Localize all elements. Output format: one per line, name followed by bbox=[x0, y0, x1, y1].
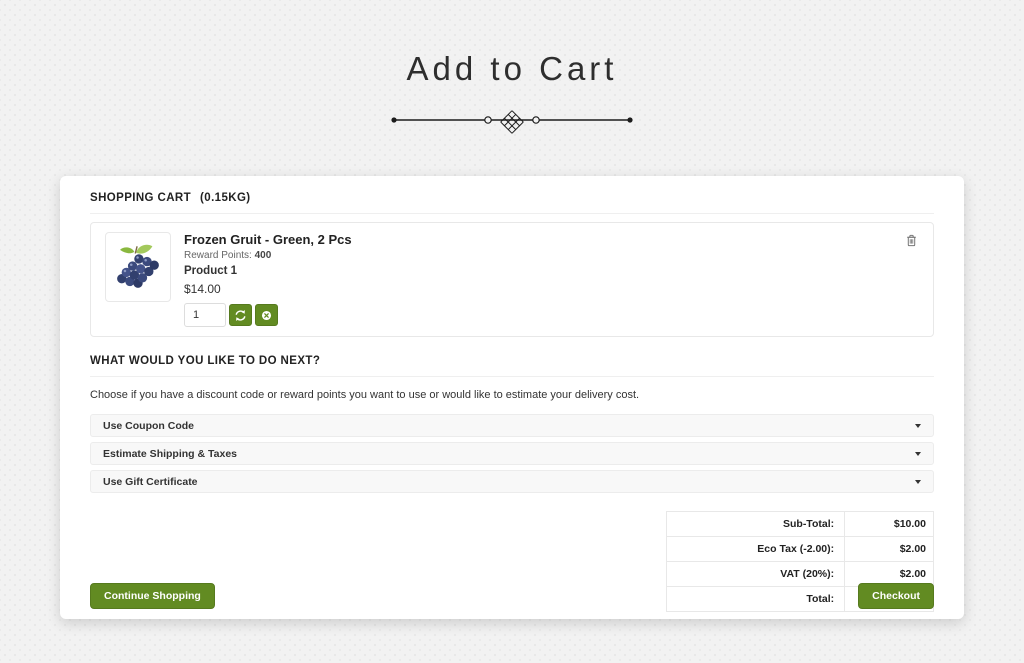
accordion-use-coupon-code[interactable]: Use Coupon Code bbox=[90, 414, 934, 437]
table-row: Sub-Total: $10.00 bbox=[665, 511, 934, 537]
continue-shopping-button[interactable]: Continue Shopping bbox=[90, 583, 215, 609]
cart-header: SHOPPING CART (0.15KG) bbox=[90, 192, 934, 214]
circle-x-icon bbox=[261, 310, 272, 320]
chevron-down-icon bbox=[915, 423, 921, 428]
delete-row-button[interactable] bbox=[904, 232, 919, 252]
accordion-estimate-shipping[interactable]: Estimate Shipping & Taxes bbox=[90, 442, 934, 465]
footer-actions: Continue Shopping Checkout bbox=[90, 583, 934, 609]
accordion-label: Estimate Shipping & Taxes bbox=[103, 447, 238, 460]
chevron-down-icon bbox=[915, 451, 921, 456]
grapes-image-icon bbox=[117, 244, 159, 288]
total-label: Total: bbox=[665, 586, 846, 612]
product-reward-points: Reward Points: 400 bbox=[184, 250, 272, 261]
total-label: Sub-Total: bbox=[665, 511, 846, 537]
cart-weight: (0.15KG) bbox=[200, 192, 251, 204]
total-value: $10.00 bbox=[844, 511, 934, 537]
update-quantity-button[interactable] bbox=[229, 304, 252, 326]
product-name[interactable]: Frozen Gruit - Green, 2 Pcs bbox=[184, 232, 352, 247]
table-row: VAT (20%): $2.00 bbox=[665, 561, 934, 587]
table-row: Eco Tax (-2.00): $2.00 bbox=[665, 536, 934, 562]
total-value: $2.00 bbox=[844, 536, 934, 562]
cart-heading: SHOPPING CART bbox=[90, 192, 192, 204]
product-model: Product 1 bbox=[184, 265, 238, 277]
product-details: Frozen Gruit - Green, 2 Pcs Reward Point… bbox=[184, 232, 352, 327]
product-image[interactable] bbox=[105, 232, 171, 302]
ornamental-divider bbox=[0, 106, 1024, 142]
trash-icon bbox=[907, 234, 916, 247]
accordion-use-gift-certificate[interactable]: Use Gift Certificate bbox=[90, 470, 934, 493]
accordion-label: Use Gift Certificate bbox=[103, 475, 198, 488]
next-steps-description: Choose if you have a discount code or re… bbox=[90, 389, 640, 401]
shopping-cart-panel: SHOPPING CART (0.15KG) bbox=[60, 176, 964, 619]
accordion-label: Use Coupon Code bbox=[103, 419, 194, 432]
total-label: Eco Tax (-2.00): bbox=[665, 536, 846, 562]
chevron-down-icon bbox=[915, 479, 921, 484]
quantity-controls bbox=[184, 303, 352, 327]
page-title: Add to Cart bbox=[406, 50, 618, 87]
next-steps-heading: WHAT WOULD YOU LIKE TO DO NEXT? bbox=[90, 355, 934, 377]
divider-ornament-icon bbox=[391, 110, 633, 134]
product-price: $14.00 bbox=[184, 282, 221, 296]
checkout-button[interactable]: Checkout bbox=[858, 583, 934, 609]
quantity-input[interactable] bbox=[184, 303, 226, 327]
remove-item-button[interactable] bbox=[255, 304, 278, 326]
refresh-icon bbox=[235, 309, 246, 321]
cart-item-row: Frozen Gruit - Green, 2 Pcs Reward Point… bbox=[90, 222, 934, 337]
